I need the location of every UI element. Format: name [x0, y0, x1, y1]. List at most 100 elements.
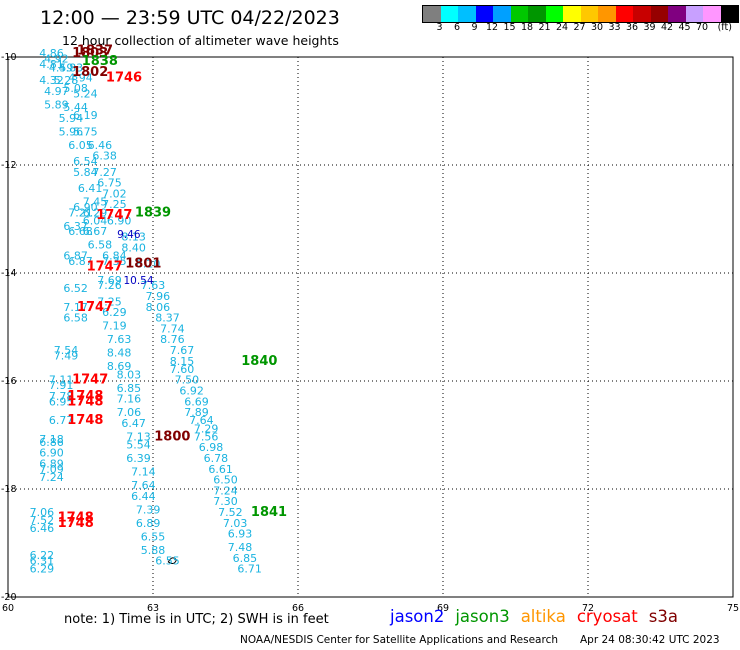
- swh-value-label: 7.11: [49, 374, 74, 387]
- swh-value-label: 7.60: [170, 363, 195, 376]
- pass-time-label: 1748: [67, 394, 103, 409]
- pass-time-label: 1747: [72, 373, 108, 388]
- swh-value-label: 7.91: [49, 379, 74, 392]
- legend-tick-label: 30: [590, 22, 604, 33]
- swh-value-label: 5.94: [59, 112, 84, 125]
- swh-high-value-label: 10.54: [123, 275, 153, 287]
- pass-time-label: 1748: [58, 510, 94, 525]
- island-outline: [167, 557, 177, 564]
- swh-value-label: 6.77: [49, 414, 74, 427]
- legend-swatch: [440, 6, 458, 22]
- legend-swatch: [475, 6, 493, 22]
- swh-value-label: 7.64: [131, 479, 156, 492]
- swh-value-label: 7.39: [136, 503, 161, 516]
- legend-swatch: [633, 6, 651, 22]
- swh-value-label: 6.90: [73, 201, 98, 214]
- plot-frame: [7, 56, 734, 598]
- swh-value-label: 4.83: [59, 62, 84, 75]
- legend-tick-label: 33: [608, 22, 621, 33]
- swh-value-label: 6.31: [30, 555, 55, 568]
- swh-value-label: 6.50: [213, 474, 238, 487]
- swh-value-label: 6.41: [78, 182, 103, 195]
- swh-value-label: 6.37: [63, 220, 88, 233]
- swh-value-label: 4.92: [44, 52, 69, 65]
- swh-value-label: 6.87: [68, 255, 93, 268]
- swh-value-label: 8.37: [155, 312, 180, 325]
- legend-swatch: [563, 6, 581, 22]
- swh-value-label: 7.63: [107, 333, 132, 346]
- legend-swatch: [685, 6, 703, 22]
- lon-tick-label: 72: [582, 603, 594, 614]
- legend-tick-label: 45: [678, 22, 691, 33]
- swh-value-label: 8.13: [121, 231, 146, 244]
- satellite-s3a: s3a: [648, 607, 678, 626]
- swh-value-label: 8.48: [107, 347, 132, 360]
- swh-value-label: 7.21: [68, 206, 93, 219]
- swh-value-label: 6.29: [83, 206, 108, 219]
- legend-swatch: [528, 6, 546, 22]
- swh-value-label: 7.45: [83, 196, 108, 209]
- page-title: 12:00 — 23:59 UTC 04/22/2023: [40, 7, 340, 29]
- legend-tick-label: 24: [555, 22, 569, 33]
- swh-value-label: 7.50: [175, 374, 200, 387]
- swh-value-label: 5.08: [63, 82, 88, 95]
- swh-value-label: 6.75: [97, 177, 122, 190]
- swh-value-label: 7.52: [30, 514, 55, 527]
- swh-value-label: 7.63: [141, 279, 166, 292]
- pass-time-label: 1747: [96, 208, 132, 223]
- swh-value-label: 6.78: [204, 452, 229, 465]
- swh-value-label: 5.28: [54, 74, 79, 87]
- legend-swatch: [615, 6, 633, 22]
- pass-time-label: 1746: [106, 70, 142, 85]
- pass-time-label: 1747: [87, 259, 123, 274]
- lat-tick-label: -16: [1, 376, 17, 387]
- legend-tick-label: 3: [436, 22, 443, 33]
- legend-tick-label: 27: [573, 22, 586, 33]
- swh-value-label: 7.14: [131, 466, 156, 479]
- swh-value-label: 6.68: [68, 225, 93, 238]
- satellite-cryosat: cryosat: [576, 607, 638, 626]
- swh-value-label: 7.35: [102, 255, 127, 268]
- swh-value-label: 6.93: [228, 528, 253, 541]
- swh-value-label: 4.32: [39, 74, 64, 87]
- swh-value-label: 7.96: [146, 290, 171, 303]
- swh-value-label: 8.06: [146, 301, 171, 314]
- swh-value-label: 7.02: [102, 187, 127, 200]
- lon-tick-label: 63: [147, 603, 159, 614]
- swh-value-label: 6.98: [199, 441, 224, 454]
- swh-value-label: 6.87: [63, 250, 88, 263]
- swh-value-label: 7.54: [54, 344, 79, 357]
- lon-tick-label: 75: [727, 603, 739, 614]
- swh-value-label: 6.90: [107, 214, 132, 227]
- legend-swatch: [493, 6, 511, 22]
- swh-value-label: 7.18: [39, 433, 64, 446]
- legend-swatch: [510, 6, 528, 22]
- pass-time-label: 1747: [77, 300, 113, 315]
- swh-value-label: 6.95: [49, 395, 74, 408]
- lat-tick-label: -14: [1, 268, 17, 279]
- swh-value-label: 5.44: [63, 101, 88, 114]
- swh-value-label: 7.64: [189, 414, 214, 427]
- lat-tick-label: -20: [1, 592, 17, 603]
- satellite-jason2: jason2: [390, 607, 445, 626]
- swh-value-label: 6.90: [39, 447, 64, 460]
- swh-value-label: 6.04: [83, 214, 108, 227]
- swh-value-label: 5.88: [141, 544, 166, 557]
- satellite-altika: altika: [520, 607, 566, 626]
- swh-value-label: 5.89: [44, 98, 69, 111]
- legend-swatch: [703, 6, 721, 22]
- swh-value-label: 8.03: [117, 368, 142, 381]
- legend-tick-label: 6: [453, 22, 461, 33]
- swh-value-label: 8.69: [107, 360, 132, 373]
- satellite-key: jason2 jason3 altika cryosat s3a: [390, 607, 689, 626]
- swh-value-label: 6.54: [73, 155, 98, 168]
- swh-value-label: 6.58: [88, 239, 113, 252]
- lon-tick-label: 60: [2, 603, 14, 614]
- credit-line: NOAA/NESDIS Center for Satellite Applica…: [240, 634, 558, 646]
- swh-value-label: 5.24: [73, 88, 98, 101]
- swh-value-label: 6.84: [102, 250, 127, 263]
- swh-value-label: 5.96: [59, 125, 84, 138]
- pass-time-label: 1802: [72, 65, 108, 80]
- swh-value-label: 7.25: [97, 295, 122, 308]
- legend-tick-label: 42: [660, 22, 674, 33]
